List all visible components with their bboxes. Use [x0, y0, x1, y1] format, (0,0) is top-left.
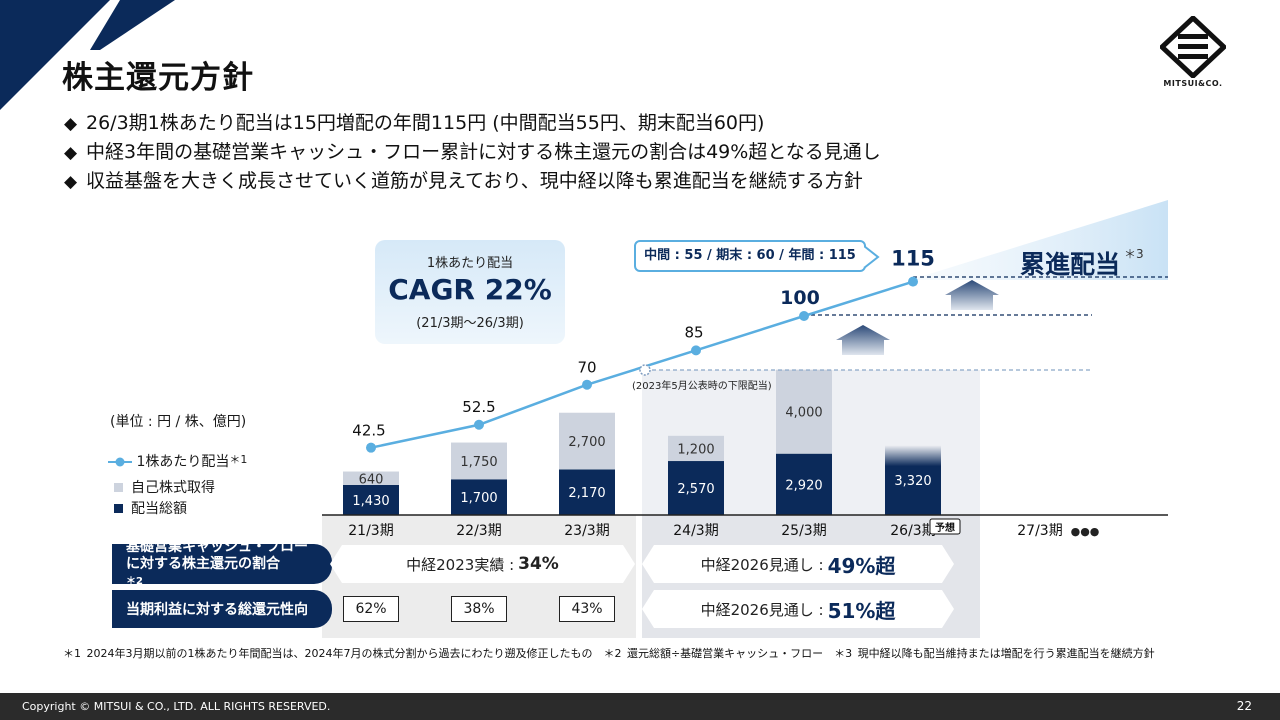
bar-dividend-label: 1,700: [460, 491, 497, 506]
dps-label: 85: [684, 323, 703, 341]
mid2026-outlook-cashflow: 中経2026見通し :49%超: [642, 545, 954, 583]
diamond-icon: ◆: [64, 143, 78, 163]
unit-label: (単位 : 円 / 株、億円): [110, 414, 247, 430]
x-tick-label: 25/3期: [781, 523, 826, 539]
cagr-box: 1株あたり配当 CAGR 22% (21/3期～26/3期): [375, 240, 565, 344]
bar-dividend-label: 1,430: [352, 494, 389, 509]
bar-buyback: [776, 369, 832, 454]
bar-dividend-label: 2,920: [785, 478, 822, 493]
dps-label: 70: [577, 359, 596, 377]
dividend-swatch: [114, 504, 123, 513]
forecast-badge: [929, 518, 961, 535]
dps-point: [799, 311, 809, 321]
copyright: Copyright © MITSUI & CO., LTD. ALL RIGHT…: [22, 700, 331, 713]
x-tick-label: 23/3期: [564, 523, 609, 539]
bar-dividend: [668, 461, 724, 515]
bar-buyback-label: 2,700: [568, 435, 605, 450]
bar-buyback-label: 640: [359, 472, 384, 487]
cagr-period: (21/3期～26/3期): [416, 316, 524, 331]
payout-21: 62%: [343, 596, 399, 622]
dps-label: 52.5: [462, 398, 495, 416]
dps-label: 42.5: [352, 422, 385, 440]
line-marker-icon: [108, 457, 132, 467]
legend-buyback: 自己株式取得: [108, 477, 215, 497]
reference-point-label: (2023年5月公表時の下限配当): [632, 381, 772, 392]
bar-buyback-label: 1,750: [460, 455, 497, 470]
bullet-1: ◆ 26/3期1株あたり配当は15円増配の年間115円 (中間配当55円、期末配当…: [64, 112, 765, 134]
bar-dividend: [885, 445, 941, 515]
x-tick-label: 24/3期: [673, 523, 718, 539]
bar-dividend: [451, 479, 507, 515]
dps-point: [366, 442, 376, 453]
page-number: 22: [1236, 699, 1252, 713]
cagr-label: 1株あたり配当: [426, 256, 514, 271]
progressive-label: 累進配当 ＊3: [1020, 247, 1144, 279]
x-tick-label: 27/3期: [1017, 523, 1062, 539]
up-arrow-icon: [945, 280, 999, 310]
reference-point-marker: [639, 364, 651, 376]
bar-buyback-label: 4,000: [785, 406, 822, 421]
bar-dividend: [559, 469, 615, 515]
bar-dividend: [343, 484, 399, 515]
row-payout-ratio-label: 当期利益に対する総還元性向: [112, 590, 332, 628]
progressive-wedge: [910, 200, 1168, 280]
dps-callout: 中間 : 55 / 期末 : 60 / 年間 : 115: [634, 240, 866, 272]
payout-22: 38%: [451, 596, 507, 622]
mitsui-logo-icon: [1160, 16, 1226, 78]
cagr-value: CAGR 22%: [388, 273, 552, 306]
logo-text: MITSUI&CO.: [1163, 79, 1223, 88]
diamond-icon: ◆: [64, 172, 78, 192]
footer: Copyright © MITSUI & CO., LTD. ALL RIGHT…: [0, 693, 1280, 720]
dps-label: 115: [891, 247, 935, 271]
bar-dividend-label: 2,570: [677, 482, 714, 497]
dps-point: [582, 379, 592, 390]
bar-buyback: [343, 471, 399, 485]
footnotes: ＊1 2024年3月期以前の1株あたり年間配当は、2024年7月の株式分割から過…: [63, 647, 1155, 660]
mid2026-outlook-payout: 中経2026見通し :51%超: [642, 590, 954, 628]
diamond-icon: ◆: [64, 114, 78, 134]
bar-dividend: [776, 453, 832, 515]
payout-23: 43%: [559, 596, 615, 622]
x-tick-label: 21/3期: [348, 523, 393, 539]
row-cashflow-ratio-label: 基礎営業キャッシュ・フロー に対する株主還元の割合 ＊2: [112, 539, 332, 587]
x-tick-label: 22/3期: [456, 523, 501, 539]
bar-dividend-label: 3,320: [894, 474, 931, 489]
dps-point: [908, 276, 918, 287]
corner-decoration: [0, 0, 175, 110]
bar-buyback: [451, 442, 507, 480]
forecast-badge-label: 予想: [935, 521, 955, 534]
bullet-3: ◆ 収益基盤を大きく成長させていく道筋が見えており、現中経以降も累進配当を継続する…: [64, 170, 863, 192]
bar-buyback: [559, 412, 615, 470]
mid2023-actual: 中経2023実績 :34%: [330, 545, 635, 583]
dps-point: [691, 345, 701, 356]
legend-dividend: 配当総額: [108, 498, 187, 518]
page-title: 株主還元方針: [62, 60, 254, 96]
callout-pointer: [864, 245, 880, 269]
buyback-swatch: [114, 483, 123, 492]
x-tick-label: 26/3期: [890, 523, 935, 539]
dps-label: 100: [780, 287, 820, 309]
ellipsis: ●●●: [1071, 525, 1100, 538]
up-arrow-icon: [836, 325, 890, 355]
bar-buyback: [668, 435, 724, 462]
bullet-2: ◆ 中経3年間の基礎営業キャッシュ・フロー累計に対する株主還元の割合は49%超とな…: [64, 141, 881, 163]
bar-dividend-label: 2,170: [568, 486, 605, 501]
bar-buyback-label: 1,200: [677, 442, 714, 457]
legend-dps: 1株あたり配当＊1: [108, 451, 247, 471]
dps-point: [474, 419, 484, 430]
